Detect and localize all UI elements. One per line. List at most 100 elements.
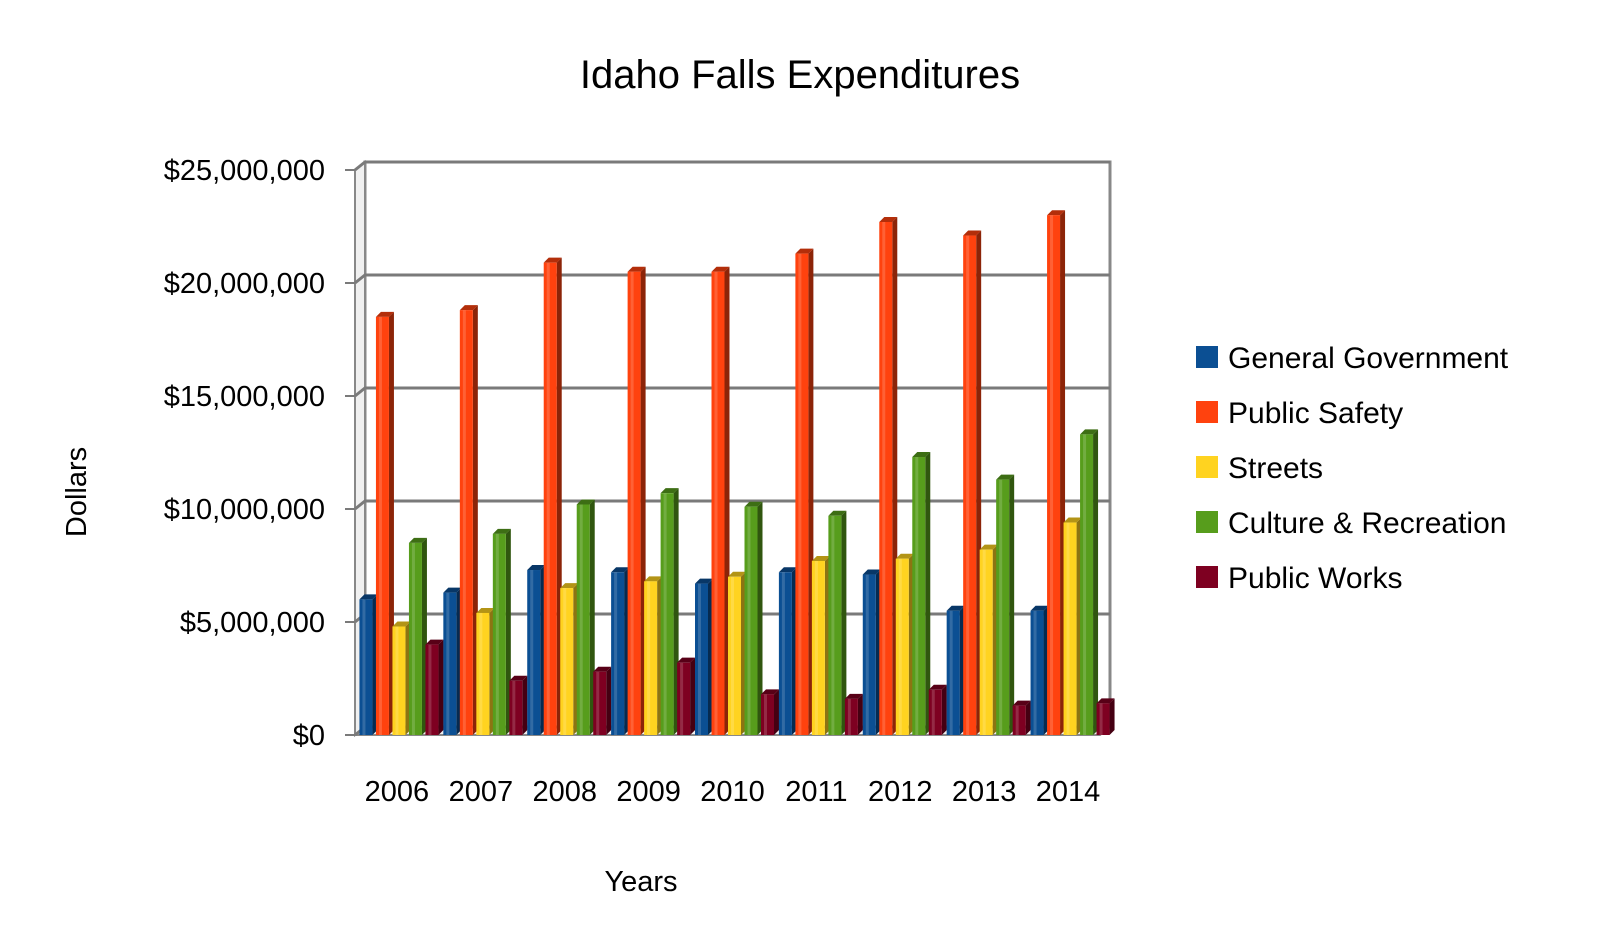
bar-top xyxy=(828,510,847,516)
bar-highlight xyxy=(630,271,634,735)
bar-top xyxy=(593,666,612,672)
bar-highlight xyxy=(798,253,802,735)
bar-highlight xyxy=(882,221,886,736)
bar-top xyxy=(928,684,947,690)
bar xyxy=(895,558,909,735)
bar xyxy=(963,235,977,736)
bar-highlight xyxy=(647,581,651,735)
bar-highlight xyxy=(731,576,734,735)
legend-label: General Government xyxy=(1228,342,1509,375)
legend-item: Public Safety xyxy=(1196,397,1403,430)
bar-highlight xyxy=(847,698,851,735)
bar-top xyxy=(1080,429,1099,435)
bar xyxy=(1012,705,1026,735)
bar xyxy=(576,504,590,735)
bar-top xyxy=(1030,605,1049,611)
bar-top xyxy=(695,578,713,584)
bar xyxy=(1096,703,1110,735)
y-tick-label: $25,000,000 xyxy=(164,155,325,187)
bar xyxy=(392,626,406,735)
legend-item: Public Works xyxy=(1196,562,1403,595)
bar-highlight xyxy=(764,694,767,735)
bar xyxy=(492,533,506,735)
legend-swatch xyxy=(1196,346,1218,368)
bar-highlight xyxy=(966,235,970,736)
bar-side xyxy=(1093,429,1099,735)
bar xyxy=(359,599,373,735)
bar-highlight xyxy=(1099,703,1103,735)
bar xyxy=(1080,434,1094,735)
bar xyxy=(527,570,541,735)
bar-top xyxy=(492,528,511,534)
y-tick-label: $0 xyxy=(293,720,325,752)
chart-title: Idaho Falls Expenditures xyxy=(580,53,1020,97)
bar xyxy=(408,542,422,735)
bar xyxy=(879,221,893,736)
bar-top xyxy=(811,555,830,561)
bar-highlight xyxy=(446,592,450,735)
bar xyxy=(912,457,926,735)
bar-top xyxy=(375,311,394,317)
bar-highlight xyxy=(898,558,902,735)
legend-item: Streets xyxy=(1196,452,1323,485)
bar-side xyxy=(941,684,947,735)
bar-highlight xyxy=(1033,610,1037,735)
bar-highlight xyxy=(915,457,919,735)
bar-highlight xyxy=(378,316,382,735)
bar-top xyxy=(778,567,797,573)
bar-highlight xyxy=(479,612,483,735)
bar-top xyxy=(711,266,730,272)
bar-group-2007 xyxy=(443,305,528,735)
bar xyxy=(677,662,691,735)
bar-top xyxy=(879,216,898,222)
gridline xyxy=(354,499,1110,511)
bar-side xyxy=(606,666,612,735)
bar-highlight xyxy=(1015,705,1019,735)
bar-top xyxy=(392,621,411,627)
x-axis-label: Years xyxy=(604,866,677,898)
legend-item: Culture & Recreation xyxy=(1196,507,1506,540)
bar-highlight xyxy=(530,570,534,735)
bar xyxy=(728,576,741,735)
bar-highlight xyxy=(1083,434,1087,735)
bar-highlight xyxy=(865,574,869,735)
x-tick-label: 2009 xyxy=(616,776,681,808)
bar-top xyxy=(459,305,478,311)
gridline xyxy=(354,386,1110,398)
x-tick-label: 2011 xyxy=(785,776,847,808)
bar xyxy=(744,506,758,735)
bar-group-2009 xyxy=(611,266,696,735)
bar-top xyxy=(979,544,998,550)
bar xyxy=(979,549,993,735)
bar-highlight xyxy=(999,479,1003,735)
bar xyxy=(560,588,574,735)
legend-swatch xyxy=(1196,401,1218,423)
legend-swatch xyxy=(1196,511,1218,533)
bar-highlight xyxy=(428,644,432,735)
y-axis-label: Dollars xyxy=(61,447,93,537)
bar xyxy=(778,572,792,735)
bar xyxy=(761,694,774,735)
bar-top xyxy=(946,605,965,611)
bar-highlight xyxy=(831,515,835,735)
bar-side xyxy=(1109,698,1115,735)
bar-top xyxy=(509,675,528,681)
bar xyxy=(711,271,725,735)
legend-label: Public Safety xyxy=(1228,397,1403,430)
x-tick-label: 2010 xyxy=(700,776,765,808)
bar-top xyxy=(744,501,763,507)
bar-top xyxy=(1063,517,1082,523)
y-axis-ticks: $0 $5,000,000 $10,000,000 $15,000,000 $20,00… xyxy=(164,155,325,752)
bar-side xyxy=(690,657,696,735)
bar xyxy=(946,610,960,735)
bar-highlight xyxy=(714,271,718,735)
legend-label: Culture & Recreation xyxy=(1228,507,1506,540)
legend-swatch xyxy=(1196,456,1218,478)
bar-highlight xyxy=(1066,522,1070,735)
legend-label: Streets xyxy=(1228,452,1323,485)
bar xyxy=(611,572,625,735)
x-tick-label: 2006 xyxy=(365,776,430,808)
bar-top xyxy=(963,230,982,236)
bar-top xyxy=(1012,700,1031,706)
